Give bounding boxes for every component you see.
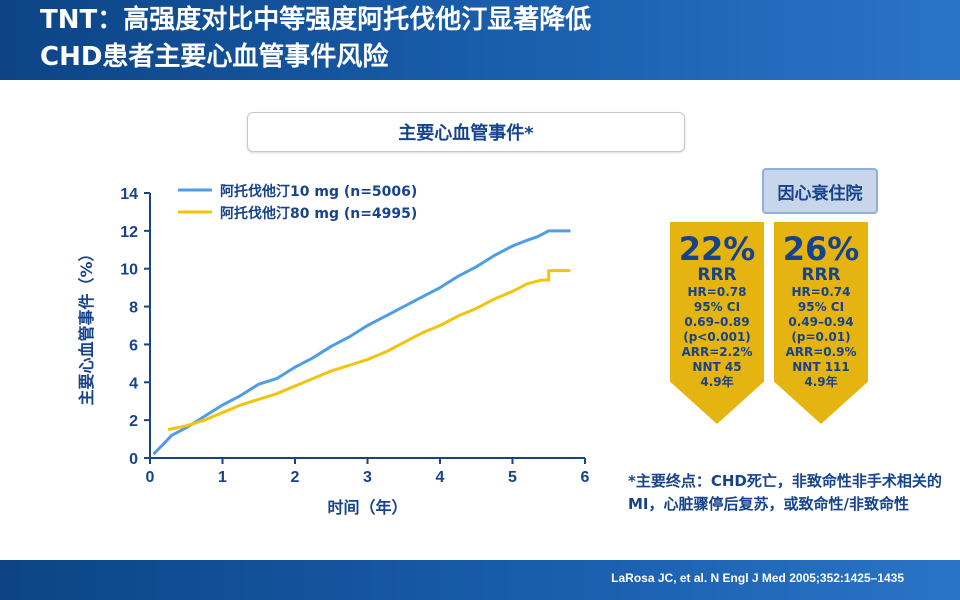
legend-label-2: 阿托伐他汀80 mg (n=4995) [220,205,417,222]
endpoint-footnote: *主要终点：CHD死亡，非致命性非手术相关的MI，心脏骤停后复苏，或致命性/非致… [628,472,942,513]
stat-line: 4.9年 [700,375,734,389]
x-tick-label: 6 [581,469,590,486]
y-tick-label: 12 [120,224,138,241]
rrr-arrow-2: 26% RRR HR=0.74 95% CI 0.49–0.94 (p=0.01… [774,222,868,424]
x-tick-label: 3 [363,469,372,486]
title-line-2: CHD患者主要心血管事件风险 [40,42,389,72]
title-bar: TNT：高强度对比中等强度阿托伐他汀显著降低 CHD患者主要心血管事件风险 [0,0,960,80]
stat-line: 95% CI [797,300,845,314]
stat-line: 4.9年 [804,375,838,389]
x-tick-label: 2 [291,469,300,486]
rrr-percent: 22% [678,230,756,268]
x-axis-label: 时间（年） [327,498,407,517]
rrr-arrow-1: 22% RRR HR=0.78 95% CI 0.69–0.89 (p<0.00… [670,222,764,424]
stat-line: 0.69–0.89 [684,315,750,329]
y-tick-label: 0 [129,451,138,468]
x-tick-label: 0 [146,469,155,486]
slide-title: TNT：高强度对比中等强度阿托伐他汀显著降低 CHD患者主要心血管事件风险 [40,2,591,76]
rrr-label: RRR [697,265,737,285]
x-tick-label: 4 [436,469,445,486]
rrr-label: RRR [801,265,841,285]
stat-line: HR=0.74 [791,285,851,299]
legend-label-1: 阿托伐他汀10 mg (n=5006) [220,183,417,200]
stat-line: (p<0.001) [683,330,751,344]
y-tick-label: 8 [129,300,138,317]
y-axis-label: 主要心血管事件（%） [77,245,96,405]
y-tick-label: 10 [120,262,138,279]
stat-line: NNT 45 [692,360,742,374]
stat-line: ARR=2.2% [681,345,753,359]
title-line-1: TNT：高强度对比中等强度阿托伐他汀显著降低 [40,5,592,35]
series-line-2 [167,269,571,432]
stat-line: ARR=0.9% [785,345,857,359]
y-tick-label: 2 [129,413,138,430]
chart-heading-box: 主要心血管事件* [247,112,685,152]
x-tick-label: 1 [218,469,227,486]
series-line-1 [152,229,571,456]
stat-line: HR=0.78 [687,285,747,299]
study-label-badge: 因心衰住院 [762,168,878,214]
x-tick-label: 5 [508,469,517,486]
y-tick-label: 14 [120,186,138,203]
stat-line: (p=0.01) [791,330,851,344]
rrr-percent: 26% [782,230,860,268]
stat-line: NNT 111 [792,360,850,374]
stat-line: 0.49–0.94 [788,315,854,329]
stat-line: 95% CI [693,300,741,314]
y-tick-label: 4 [129,375,138,392]
footer-bar: LaRosa JC, et al. N Engl J Med 2005;352:… [0,560,960,600]
y-tick-label: 6 [129,337,138,354]
citation: LaRosa JC, et al. N Engl J Med 2005;352:… [611,571,904,585]
